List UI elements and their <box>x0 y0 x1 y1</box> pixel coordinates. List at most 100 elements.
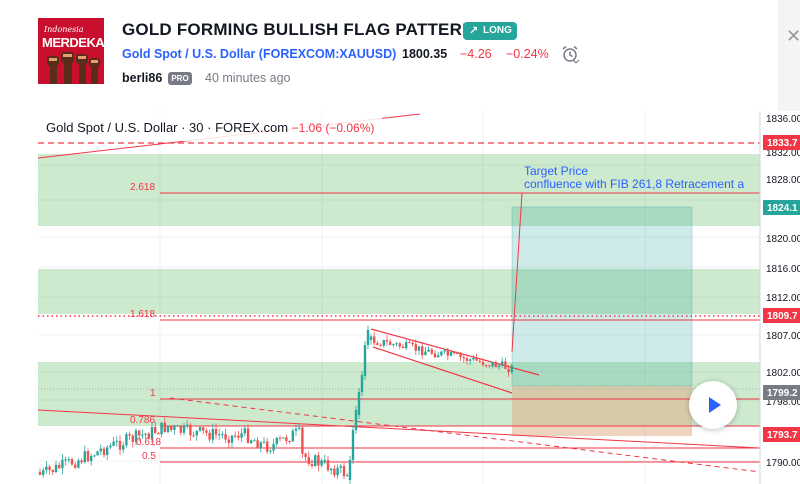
price-tags: 1833.7 1824.1 1809.7 1799.2 1793.7 <box>763 135 800 442</box>
candle <box>45 466 48 471</box>
idea-title: GOLD FORMING BULLISH FLAG PATTERN <box>122 20 475 39</box>
candle <box>417 346 421 351</box>
candle <box>395 343 398 345</box>
candle <box>310 463 314 467</box>
position-target-box[interactable] <box>512 207 692 386</box>
candle <box>278 437 282 439</box>
candle <box>125 434 128 446</box>
candle <box>491 362 494 367</box>
candle <box>179 425 182 433</box>
candle <box>351 430 355 460</box>
price-tag-bg <box>763 385 800 400</box>
candle <box>38 472 42 475</box>
candle <box>160 422 163 435</box>
candle <box>294 428 298 431</box>
candle <box>346 475 349 477</box>
candle <box>58 464 61 469</box>
candle <box>102 448 106 455</box>
avatar[interactable]: Indonesia MERDEKA <box>38 18 104 84</box>
candle <box>453 351 456 354</box>
candle <box>272 443 275 451</box>
play-button[interactable] <box>689 381 737 429</box>
close-icon[interactable]: ✕ <box>786 26 800 47</box>
candle <box>144 433 147 435</box>
candle <box>138 430 141 436</box>
candle <box>392 344 395 346</box>
candle <box>112 441 115 446</box>
candle <box>411 342 414 345</box>
candle <box>106 447 109 455</box>
candle <box>333 468 336 476</box>
price-tag: 1833.7 <box>767 138 798 149</box>
candle <box>211 428 214 440</box>
candle <box>128 434 131 436</box>
legend-symbol: Gold Spot / U.S. Dollar · 30 · FOREX.com <box>46 120 289 135</box>
candle <box>80 460 83 463</box>
candle <box>469 359 472 361</box>
price-tag-bg <box>763 427 800 442</box>
candle <box>51 469 54 473</box>
candle <box>230 435 234 443</box>
price-tag: 1793.7 <box>767 430 798 441</box>
price-axis[interactable] <box>760 111 800 484</box>
candle <box>246 428 250 443</box>
last-price: 1800.35 <box>402 47 448 61</box>
candle <box>440 351 443 356</box>
candle <box>475 358 478 361</box>
candle <box>291 430 294 442</box>
candle <box>208 432 211 440</box>
candle <box>182 425 186 433</box>
chart-legend: Gold Spot / U.S. Dollar · 30 · FOREX.com… <box>38 115 383 141</box>
candle <box>382 339 385 346</box>
candle <box>256 440 259 449</box>
legend-change: −1.06 (−0.06%) <box>291 121 375 135</box>
price-tag: 1799.2 <box>767 388 798 399</box>
candle <box>93 455 96 457</box>
candle <box>269 450 272 452</box>
candle <box>275 437 278 444</box>
candle <box>186 424 189 426</box>
fib-label: 2.618 <box>130 182 155 193</box>
price-ticks: 1836.00 1832.00 1828.00 1820.00 1816.00 … <box>766 114 800 469</box>
long-badge: ↗ LONG <box>463 22 517 40</box>
candle <box>373 336 376 344</box>
symbol-link[interactable]: Gold Spot / U.S. Dollar (FOREXCOM:XAUUSD… <box>122 47 397 61</box>
candle <box>157 432 160 435</box>
candle <box>366 330 370 345</box>
candle <box>240 433 243 438</box>
annotation-subtitle: confluence with FIB 261,8 Retracement a <box>524 177 744 191</box>
candle <box>150 426 154 439</box>
candle <box>326 460 330 471</box>
candle <box>389 341 392 345</box>
candle <box>465 358 469 361</box>
price-tick: 1798.00 <box>766 397 800 408</box>
candle <box>421 346 424 356</box>
candle <box>115 440 118 442</box>
candle <box>354 410 358 430</box>
alarm-clock-icon[interactable] <box>560 44 580 64</box>
candle <box>118 440 122 450</box>
candle <box>189 424 192 436</box>
candle <box>510 365 513 373</box>
price-change: −4.26 <box>460 47 492 61</box>
candle <box>363 345 367 376</box>
candle <box>307 457 310 464</box>
fib-label: 1.618 <box>130 309 155 320</box>
candle <box>96 451 99 456</box>
candle <box>398 343 401 347</box>
position-stop-box[interactable] <box>512 386 692 436</box>
candle <box>348 460 352 480</box>
candle <box>342 466 346 477</box>
author-name[interactable]: berli86 <box>122 71 163 85</box>
candle <box>205 430 208 433</box>
candle <box>485 365 488 367</box>
candle <box>488 365 491 367</box>
candle <box>494 362 497 368</box>
candle <box>401 346 405 349</box>
candle <box>83 451 86 463</box>
resistance-zone <box>38 269 760 314</box>
raised-fists-icon <box>47 52 100 84</box>
price-tag: 1824.1 <box>767 203 798 214</box>
fib-label: 1 <box>150 388 156 399</box>
